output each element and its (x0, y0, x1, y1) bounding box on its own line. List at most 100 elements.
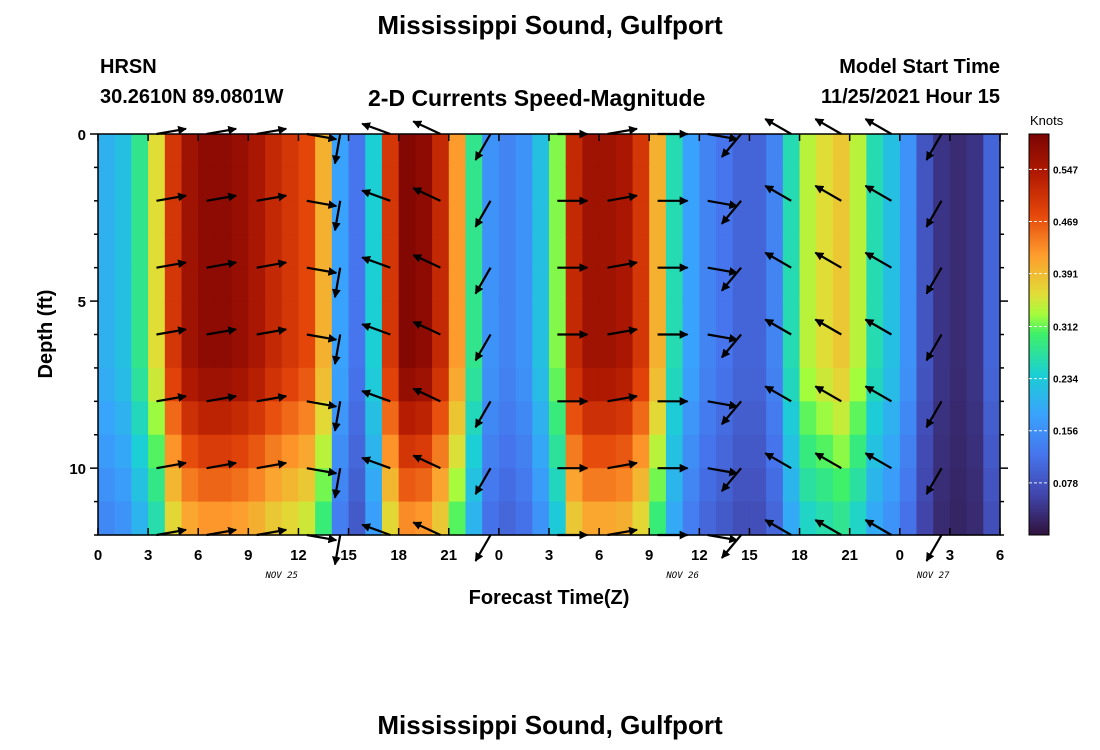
heatmap-cell (348, 167, 366, 202)
heatmap-cell (515, 267, 533, 302)
current-vector-arrow (156, 393, 187, 403)
current-vector-arrow (256, 259, 288, 269)
heatmap-cell (832, 200, 851, 235)
heatmap-cell (432, 134, 450, 169)
heatmap-cell (732, 501, 751, 536)
heatmap-cell (348, 468, 366, 503)
heatmap-cell (816, 267, 834, 302)
x-date-label: NOV 25 (264, 571, 298, 581)
x-tick-label: 3 (946, 547, 954, 564)
current-vector-arrow (412, 454, 441, 470)
heatmap-cell (816, 434, 834, 469)
heatmap-cell (515, 134, 533, 169)
heatmap-cell (749, 501, 767, 536)
heatmap-cell (498, 468, 517, 503)
heatmap-cell (949, 267, 968, 302)
heatmap-cell (415, 267, 433, 302)
heatmap-cell (665, 367, 684, 402)
x-tick-label: 12 (691, 547, 708, 564)
heatmap-cell (732, 267, 751, 302)
heatmap-cell (716, 301, 734, 336)
heatmap-cell (749, 334, 767, 369)
heatmap-cell (732, 367, 751, 402)
heatmap-cell (716, 167, 734, 202)
heatmap-cell (298, 200, 316, 235)
x-tick-label: 3 (144, 547, 152, 564)
current-vector-arrow (412, 320, 441, 336)
heatmap-cell (716, 501, 734, 536)
heatmap-cell (699, 234, 717, 269)
heatmap-cell (398, 501, 416, 536)
heatmap-cell (348, 234, 366, 269)
current-vector-arrow (474, 333, 492, 362)
heatmap-cell (381, 301, 400, 336)
heatmap-cell (782, 334, 801, 369)
heatmap-cell (248, 234, 266, 269)
heatmap-cell (732, 301, 751, 336)
product-name: 2-D Currents Speed-Magnitude (368, 85, 706, 111)
current-vectors (156, 118, 943, 566)
x-tick-label: 6 (595, 547, 603, 564)
heatmap-cell (649, 200, 667, 235)
heatmap-cell (248, 334, 266, 369)
current-vector-arrow (332, 200, 342, 232)
heatmap-cell (148, 267, 166, 302)
heatmap-cell (415, 334, 433, 369)
heatmap-cell (532, 434, 550, 469)
heatmap-cell (649, 267, 667, 302)
heatmap-cell (348, 367, 366, 402)
colorbar-tick-label: 0.469 (1053, 218, 1078, 229)
heatmap-cell (248, 468, 266, 503)
heatmap-cell (482, 167, 500, 202)
current-vector-arrow (814, 184, 842, 202)
heatmap-cell (298, 234, 316, 269)
heatmap-cell (198, 334, 216, 369)
current-vector-arrow (256, 393, 288, 403)
heatmap-cell (298, 401, 316, 436)
heatmap-cell (164, 200, 183, 235)
heatmap-cell (899, 434, 918, 469)
heatmap-cell (98, 401, 116, 436)
current-vector-arrow (474, 267, 492, 295)
heatmap-cell (949, 501, 968, 536)
heatmap-cell (131, 334, 149, 369)
heatmap-cell (114, 267, 133, 302)
heatmap-cell (448, 401, 467, 436)
heatmap-cell (682, 367, 700, 402)
heatmap-cell (816, 334, 834, 369)
heatmap-cell (565, 334, 584, 369)
heatmap-cell (883, 134, 901, 169)
heatmap-cell (782, 200, 801, 235)
heatmap-cell (649, 301, 667, 336)
heatmap-cell (849, 434, 867, 469)
current-vector-arrow (764, 452, 792, 470)
current-vector-arrow (206, 393, 237, 403)
heatmap-cell (348, 334, 366, 369)
current-vector-arrow (764, 385, 792, 403)
heatmap-cell (181, 134, 199, 169)
heatmap-cell (849, 234, 867, 269)
heatmap-cell (231, 468, 249, 503)
heatmap-cell (432, 200, 450, 235)
heatmap-cell (231, 401, 249, 436)
heatmap-cell (465, 301, 483, 336)
heatmap-cell (866, 334, 884, 369)
heatmap-cell (198, 267, 216, 302)
x-tick-label: 15 (340, 547, 357, 564)
heatmap-cell (966, 468, 984, 503)
heatmap-cell (98, 468, 116, 503)
current-vector-arrow (156, 125, 187, 136)
heatmap-cell (348, 501, 366, 536)
heatmap-cell (198, 200, 216, 235)
heatmap-cell (883, 334, 901, 369)
heatmap-cell (665, 200, 684, 235)
heatmap-cell (515, 468, 533, 503)
heatmap-cell (582, 434, 600, 469)
heatmap-cell (198, 167, 216, 202)
heatmap-cell (582, 267, 600, 302)
heatmap-cell (532, 301, 550, 336)
current-vector-arrow (607, 125, 638, 136)
heatmap-cell (348, 200, 366, 235)
x-tick-label: 3 (545, 547, 553, 564)
